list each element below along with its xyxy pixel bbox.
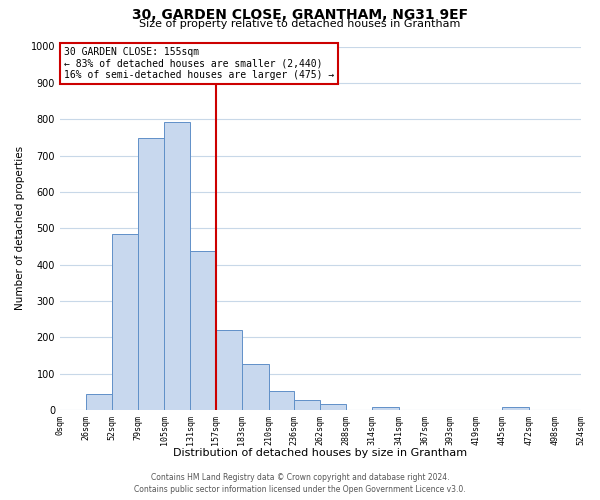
Text: 30 GARDEN CLOSE: 155sqm
← 83% of detached houses are smaller (2,440)
16% of semi: 30 GARDEN CLOSE: 155sqm ← 83% of detache…: [64, 47, 334, 80]
Text: Contains HM Land Registry data © Crown copyright and database right 2024.
Contai: Contains HM Land Registry data © Crown c…: [134, 473, 466, 494]
Bar: [320, 404, 346, 410]
Text: Size of property relative to detached houses in Grantham: Size of property relative to detached ho…: [139, 19, 461, 29]
Bar: [295, 400, 320, 410]
Text: 30, GARDEN CLOSE, GRANTHAM, NG31 9EF: 30, GARDEN CLOSE, GRANTHAM, NG31 9EF: [132, 8, 468, 22]
Bar: [139, 138, 164, 410]
Bar: [216, 330, 242, 410]
Bar: [190, 251, 216, 410]
Bar: [112, 234, 139, 410]
Y-axis label: Number of detached properties: Number of detached properties: [15, 146, 25, 310]
Bar: [86, 394, 112, 410]
Bar: [164, 122, 190, 410]
Bar: [372, 408, 398, 410]
Bar: [269, 391, 295, 410]
Bar: [242, 364, 269, 410]
X-axis label: Distribution of detached houses by size in Grantham: Distribution of detached houses by size …: [173, 448, 467, 458]
Bar: [502, 407, 529, 410]
